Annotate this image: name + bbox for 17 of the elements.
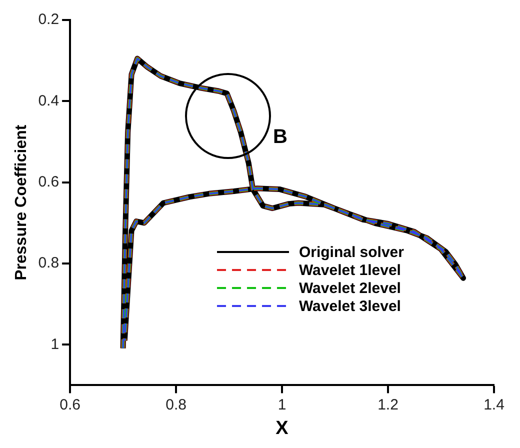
y-tick-label: 0.6 <box>38 173 60 190</box>
x-tick-label: 0.6 <box>60 396 80 414</box>
y-tick-label: 0.8 <box>38 254 60 272</box>
y-axis-title: Pressure Coefficient <box>13 124 30 280</box>
x-tick-label: 1.2 <box>378 396 398 414</box>
x-tick-label: 1 <box>278 396 286 414</box>
annotation: B <box>272 126 288 149</box>
x-axis-title: X <box>276 418 289 439</box>
y-tick-label: 0.2 <box>38 11 60 28</box>
legend-label: Wavelet 2level <box>298 280 401 297</box>
x-tick-label: 0.8 <box>166 396 186 414</box>
legend-label: Wavelet 1level <box>298 262 401 279</box>
y-tick-label: 0.4 <box>38 92 60 110</box>
legend-label: Wavelet 3level <box>298 298 401 315</box>
x-tick-label: 1.4 <box>484 396 504 414</box>
y-tick-label: 1 <box>50 336 60 353</box>
legend-label: Original solver <box>298 244 404 261</box>
